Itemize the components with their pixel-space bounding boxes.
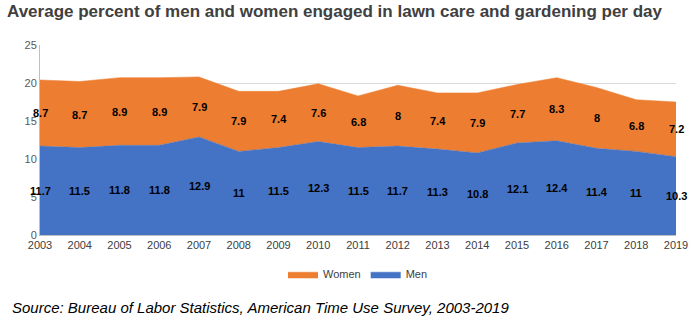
svg-text:2007: 2007: [187, 239, 211, 251]
svg-text:2010: 2010: [306, 239, 330, 251]
svg-text:2016: 2016: [545, 239, 569, 251]
svg-text:2015: 2015: [505, 239, 529, 251]
svg-text:7.9: 7.9: [231, 115, 246, 127]
svg-text:7.7: 7.7: [510, 108, 525, 120]
svg-text:20: 20: [25, 77, 37, 89]
svg-text:15: 15: [25, 115, 37, 127]
svg-text:8: 8: [395, 110, 401, 122]
svg-text:7.9: 7.9: [192, 101, 207, 113]
svg-text:8.7: 8.7: [33, 107, 48, 119]
svg-text:2008: 2008: [227, 239, 251, 251]
svg-text:11.5: 11.5: [69, 185, 90, 197]
svg-text:2012: 2012: [386, 239, 410, 251]
svg-text:25: 25: [25, 39, 37, 51]
svg-text:2004: 2004: [68, 239, 92, 251]
svg-text:11.7: 11.7: [30, 185, 51, 197]
svg-text:7.9: 7.9: [470, 117, 485, 129]
svg-text:7.6: 7.6: [311, 107, 326, 119]
svg-text:6.8: 6.8: [351, 116, 366, 128]
svg-text:Source: Bureau of Labor Statis: Source: Bureau of Labor Statistics, Amer…: [12, 299, 509, 316]
svg-text:8: 8: [594, 112, 600, 124]
svg-text:11.3: 11.3: [427, 186, 448, 198]
svg-text:2006: 2006: [147, 239, 171, 251]
svg-text:11.8: 11.8: [149, 184, 170, 196]
svg-text:Women: Women: [323, 268, 361, 280]
svg-text:2019: 2019: [664, 239, 688, 251]
svg-text:11: 11: [233, 187, 245, 199]
svg-text:12.3: 12.3: [308, 182, 329, 194]
svg-text:6.8: 6.8: [629, 120, 644, 132]
svg-text:2013: 2013: [425, 239, 449, 251]
svg-text:11.7: 11.7: [387, 185, 408, 197]
svg-text:11: 11: [630, 187, 642, 199]
svg-text:12.4: 12.4: [546, 182, 568, 194]
svg-text:8.3: 8.3: [549, 103, 564, 115]
svg-text:12.1: 12.1: [507, 183, 528, 195]
svg-text:5: 5: [31, 191, 37, 203]
svg-text:2009: 2009: [266, 239, 290, 251]
svg-text:2005: 2005: [107, 239, 131, 251]
svg-text:2017: 2017: [584, 239, 608, 251]
svg-text:11.4: 11.4: [586, 186, 608, 198]
svg-text:7.4: 7.4: [430, 115, 446, 127]
svg-text:2018: 2018: [624, 239, 648, 251]
svg-text:11.5: 11.5: [348, 185, 369, 197]
svg-text:Men: Men: [406, 268, 427, 280]
svg-text:0: 0: [31, 229, 37, 241]
svg-text:12.9: 12.9: [189, 180, 210, 192]
svg-text:11.5: 11.5: [268, 185, 289, 197]
svg-text:10: 10: [25, 153, 37, 165]
svg-text:8.9: 8.9: [152, 106, 167, 118]
svg-text:7.2: 7.2: [669, 123, 684, 135]
svg-text:10.3: 10.3: [666, 190, 687, 202]
svg-text:2011: 2011: [346, 239, 370, 251]
svg-text:8.7: 8.7: [72, 109, 87, 121]
svg-text:11.8: 11.8: [109, 184, 130, 196]
svg-text:10.8: 10.8: [467, 188, 488, 200]
svg-text:7.4: 7.4: [271, 113, 287, 125]
svg-text:2003: 2003: [28, 239, 52, 251]
svg-text:Average percent of men and wom: Average percent of men and women engaged…: [7, 2, 663, 21]
svg-text:8.9: 8.9: [112, 106, 127, 118]
svg-text:2014: 2014: [465, 239, 489, 251]
